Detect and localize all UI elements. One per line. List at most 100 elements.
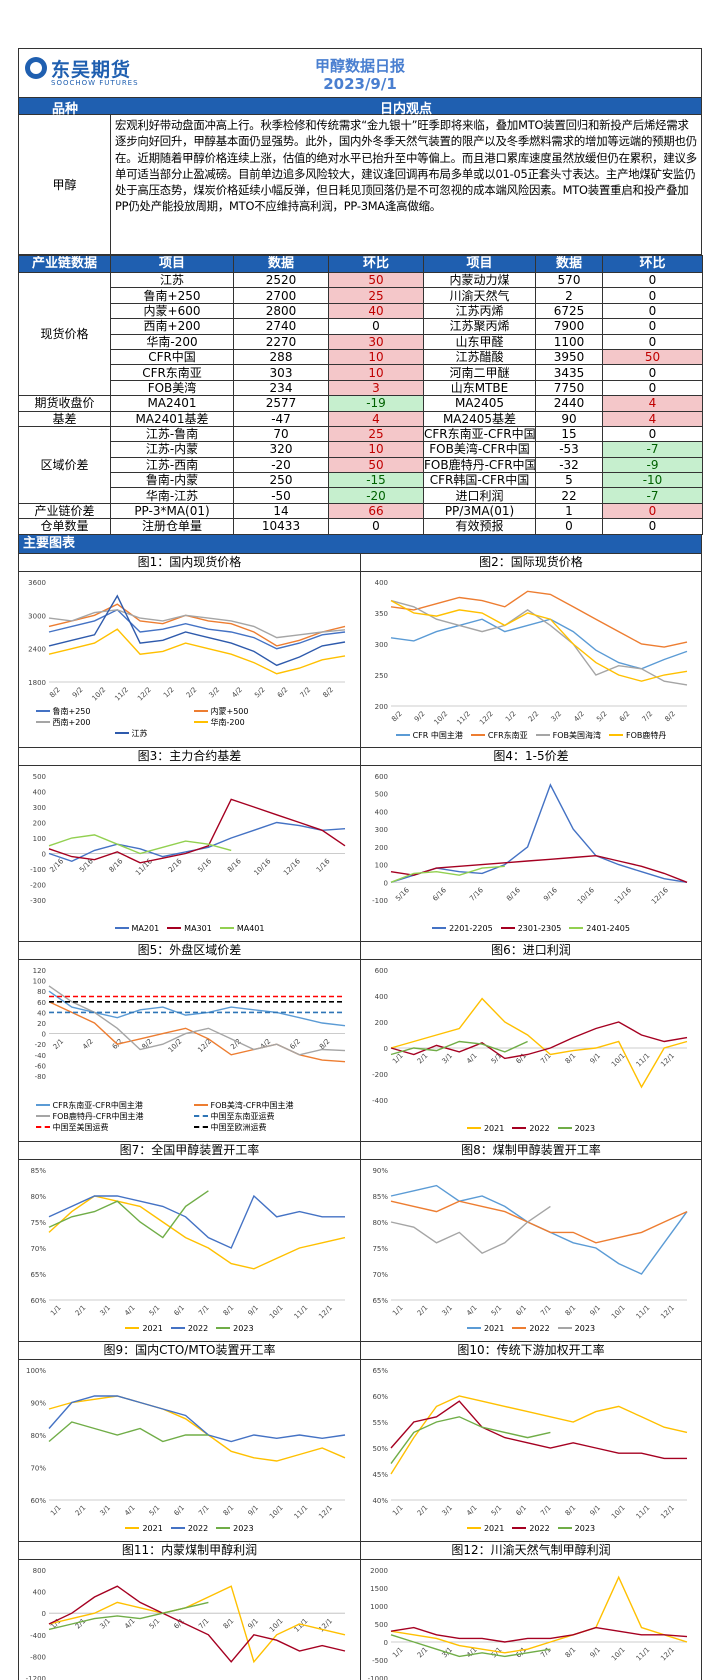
y-tick-label: 70% <box>372 1271 388 1279</box>
x-tick-label: 8/1 <box>222 1617 236 1631</box>
x-tick-label: 8/2 <box>390 709 404 723</box>
x-tick-label: 10/1 <box>610 1645 627 1662</box>
table-header-cell: 数据 <box>535 255 603 273</box>
y-tick-label: 65% <box>372 1297 388 1305</box>
table-row: 期货收盘价 MA2401 2577 -19 MA2405 2440 4 <box>18 395 703 412</box>
x-tick-label: 3/2 <box>550 709 564 723</box>
table-cell: -19 <box>328 395 424 412</box>
x-tick-label: 11/1 <box>293 1303 310 1320</box>
y-tick-label: 0 <box>42 1610 46 1618</box>
legend-label: 西南+200 <box>52 717 91 727</box>
y-tick-label: 80% <box>30 1432 46 1440</box>
table-cell: 90 <box>535 410 603 427</box>
y-tick-label: -300 <box>30 897 46 905</box>
x-tick-label: 5/1 <box>148 1303 162 1317</box>
table-cell: -47 <box>233 410 329 427</box>
legend-item: 2023 <box>557 1524 595 1533</box>
legend-swatch <box>466 1527 481 1530</box>
table-cell: 2577 <box>233 395 329 412</box>
chart-title: 图3：主力合约基差 <box>19 748 360 766</box>
y-tick-label: 1000 <box>370 1603 388 1611</box>
chart-panel: 图8：煤制甲醇装置开工率 90% 85% 80% 75% 70% 65% 1/1 2/1 3/1 4… <box>360 1141 702 1342</box>
x-tick-label: 12/1 <box>317 1503 334 1520</box>
table-cell: 0 <box>602 425 703 443</box>
series-line <box>390 599 688 682</box>
x-tick-label: 4/2 <box>572 709 586 723</box>
y-tick-label: 500 <box>375 1621 388 1629</box>
y-tick-label: 400 <box>33 1588 46 1596</box>
legend-swatch <box>125 1527 140 1530</box>
legend-swatch <box>557 1527 572 1530</box>
x-tick-label: 9/16 <box>542 885 559 902</box>
table-cell: 10 <box>328 441 424 458</box>
legend-item: 2023 <box>216 1324 254 1333</box>
legend-label: 华南-200 <box>210 717 245 727</box>
table-cell: 2270 <box>233 333 329 350</box>
legend-swatch <box>193 710 208 713</box>
chart-legend: 2021 2022 2023 <box>361 1324 701 1333</box>
table-cell: 江苏-鲁南 <box>110 425 234 443</box>
table-cell: -20 <box>233 456 329 474</box>
x-tick-label: 8/16 <box>505 885 522 902</box>
table-cell: CFR东南亚-CFR中国 <box>423 425 536 443</box>
y-tick-label: 90% <box>372 1167 388 1175</box>
table-cell: 4 <box>602 410 703 427</box>
section-title: 主要图表 <box>18 534 702 554</box>
legend-label: 2022 <box>529 1523 550 1533</box>
table-cell: MA2405基差 <box>423 410 536 427</box>
legend-item: 内蒙+500 <box>193 706 344 717</box>
x-tick-label: 9/1 <box>588 1303 602 1317</box>
series-line <box>390 1200 688 1244</box>
legend-item: 2021 <box>466 1124 504 1133</box>
legend-swatch <box>557 1127 572 1130</box>
x-tick-label: 10/1 <box>610 1051 627 1068</box>
y-tick-label: 0 <box>384 1045 388 1053</box>
x-tick-label: 6/16 <box>431 885 448 902</box>
table-cell: -7 <box>602 441 703 458</box>
series-line <box>48 821 346 862</box>
series-line <box>390 1626 688 1643</box>
table-row: 华南-200 2270 30 山东甲醛 1100 0 <box>19 333 703 350</box>
legend-item: 中国至东南亚运费 <box>193 1111 344 1122</box>
chart-title: 图10：传统下游加权开工率 <box>361 1342 701 1360</box>
group-label: 区域价差 <box>18 425 111 504</box>
y-tick-label: 70% <box>30 1464 46 1472</box>
table-cell: -32 <box>535 456 603 474</box>
x-tick-label: 7/2 <box>641 709 655 723</box>
x-tick-label: 11/1 <box>635 1503 652 1520</box>
table-header-cell: 项目 <box>110 255 234 273</box>
x-tick-label: 3/1 <box>440 1303 454 1317</box>
legend-item: 2022 <box>512 1124 550 1133</box>
chart-panel: 图7：全国甲醇装置开工率 85% 80% 75% 70% 65% 60% 1/1 2/1 3/1 4… <box>18 1141 360 1342</box>
y-tick-label: 65% <box>372 1367 388 1375</box>
legend-label: 江苏 <box>131 728 148 738</box>
table-row: 内蒙+600 2800 40 江苏丙烯 6725 0 <box>19 302 703 320</box>
y-tick-label: 70% <box>30 1245 46 1253</box>
legend-label: 中国至欧洲运费 <box>210 1122 267 1132</box>
series-line <box>390 782 688 883</box>
table-cell: 注册仓单量 <box>110 518 234 535</box>
legend-label: 2021 <box>483 1523 505 1533</box>
legend-item: FOB美国海湾 <box>535 730 601 741</box>
group-label: 仓单数量 <box>18 518 111 535</box>
y-tick-label: 100 <box>33 835 46 843</box>
series-line <box>390 1184 688 1275</box>
x-tick-label: 2/2 <box>527 709 541 723</box>
series-line <box>390 865 505 883</box>
legend-item: CFR 中国主港 <box>395 730 463 741</box>
y-tick-label: -500 <box>372 1657 388 1665</box>
x-tick-label: 10/2 <box>167 1037 184 1054</box>
table-cell: CFR韩国-CFR中国 <box>423 472 536 489</box>
legend-label: 2021 <box>142 1523 163 1533</box>
legend-item: FOB美湾-CFR中国主港 <box>193 1100 344 1111</box>
report-header: 东吴期货 SOOCHOW FUTURES 甲醇数据日报 2023/9/1 <box>18 48 702 98</box>
table-cell: 15 <box>535 425 603 443</box>
legend-item: 中国至欧洲运费 <box>193 1122 344 1133</box>
legend-label: FOB鹿特丹-CFR中国主港 <box>52 1111 144 1121</box>
series-line <box>390 1415 551 1464</box>
y-tick-label: 100 <box>33 977 46 985</box>
x-tick-label: 8/1 <box>564 1303 578 1317</box>
y-tick-label: 65% <box>30 1271 46 1279</box>
chart-panel: 图10：传统下游加权开工率 65% 60% 55% 50% 45% 40% 1/1 2/1 3/1… <box>360 1341 702 1542</box>
